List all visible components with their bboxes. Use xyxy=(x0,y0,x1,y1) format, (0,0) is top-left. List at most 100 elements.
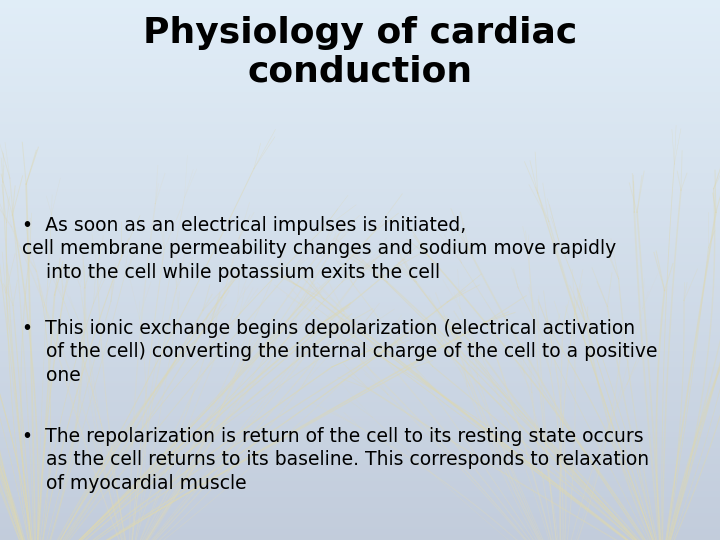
Bar xyxy=(0,464,720,467)
Bar xyxy=(0,513,720,516)
Bar xyxy=(0,111,720,113)
Bar xyxy=(0,132,720,135)
Bar xyxy=(0,176,720,178)
Bar xyxy=(0,76,720,78)
Bar xyxy=(0,356,720,359)
Bar xyxy=(0,486,720,489)
Bar xyxy=(0,427,720,429)
Bar xyxy=(0,535,720,537)
Bar xyxy=(0,103,720,105)
Bar xyxy=(0,410,720,413)
Bar xyxy=(0,14,720,16)
Bar xyxy=(0,394,720,397)
Bar xyxy=(0,502,720,505)
Bar xyxy=(0,373,720,375)
Bar xyxy=(0,270,720,273)
Bar xyxy=(0,89,720,92)
Bar xyxy=(0,289,720,292)
Bar xyxy=(0,205,720,208)
Bar xyxy=(0,178,720,181)
Bar xyxy=(0,208,720,211)
Bar xyxy=(0,508,720,510)
Bar xyxy=(0,416,720,418)
Bar xyxy=(0,165,720,167)
Bar xyxy=(0,240,720,243)
Bar xyxy=(0,402,720,405)
Bar xyxy=(0,316,720,319)
Bar xyxy=(0,338,720,340)
Bar xyxy=(0,86,720,89)
Bar xyxy=(0,113,720,116)
Bar xyxy=(0,94,720,97)
Bar xyxy=(0,281,720,284)
Bar xyxy=(0,5,720,8)
Bar xyxy=(0,392,720,394)
Bar xyxy=(0,49,720,51)
Bar xyxy=(0,451,720,454)
Bar xyxy=(0,254,720,256)
Bar xyxy=(0,397,720,400)
Bar xyxy=(0,537,720,540)
Bar xyxy=(0,383,720,386)
Bar xyxy=(0,300,720,302)
Bar xyxy=(0,470,720,472)
Bar xyxy=(0,0,720,3)
Bar xyxy=(0,167,720,170)
Bar xyxy=(0,364,720,367)
Bar xyxy=(0,243,720,246)
Bar xyxy=(0,40,720,43)
Bar xyxy=(0,97,720,100)
Bar xyxy=(0,256,720,259)
Bar xyxy=(0,308,720,310)
Bar xyxy=(0,92,720,94)
Bar xyxy=(0,381,720,383)
Bar xyxy=(0,292,720,294)
Bar xyxy=(0,481,720,483)
Bar xyxy=(0,294,720,297)
Bar xyxy=(0,491,720,494)
Text: •  This ionic exchange begins depolarization (electrical activation
    of the c: • This ionic exchange begins depolarizat… xyxy=(22,319,657,384)
Bar xyxy=(0,359,720,362)
Bar xyxy=(0,140,720,143)
Bar xyxy=(0,421,720,424)
Bar xyxy=(0,186,720,189)
Bar xyxy=(0,343,720,346)
Bar xyxy=(0,251,720,254)
Bar xyxy=(0,424,720,427)
Bar xyxy=(0,24,720,27)
Bar xyxy=(0,275,720,278)
Bar xyxy=(0,213,720,216)
Bar xyxy=(0,78,720,81)
Bar xyxy=(0,200,720,202)
Bar xyxy=(0,130,720,132)
Bar xyxy=(0,62,720,65)
Bar xyxy=(0,81,720,84)
Bar xyxy=(0,335,720,338)
Bar xyxy=(0,124,720,127)
Bar xyxy=(0,30,720,32)
Bar xyxy=(0,119,720,122)
Bar xyxy=(0,22,720,24)
Bar xyxy=(0,286,720,289)
Bar xyxy=(0,448,720,451)
Text: •  As soon as an electrical impulses is initiated,
cell membrane permeability ch: • As soon as an electrical impulses is i… xyxy=(22,216,616,282)
Bar xyxy=(0,524,720,526)
Bar xyxy=(0,248,720,251)
Bar xyxy=(0,362,720,364)
Bar xyxy=(0,146,720,148)
Bar xyxy=(0,154,720,157)
Bar xyxy=(0,483,720,486)
Bar xyxy=(0,497,720,500)
Bar xyxy=(0,70,720,73)
Bar xyxy=(0,267,720,270)
Bar xyxy=(0,310,720,313)
Bar xyxy=(0,459,720,462)
Bar xyxy=(0,454,720,456)
Bar xyxy=(0,84,720,86)
Bar xyxy=(0,43,720,46)
Bar xyxy=(0,348,720,351)
Bar xyxy=(0,500,720,502)
Bar xyxy=(0,321,720,324)
Bar xyxy=(0,219,720,221)
Bar xyxy=(0,246,720,248)
